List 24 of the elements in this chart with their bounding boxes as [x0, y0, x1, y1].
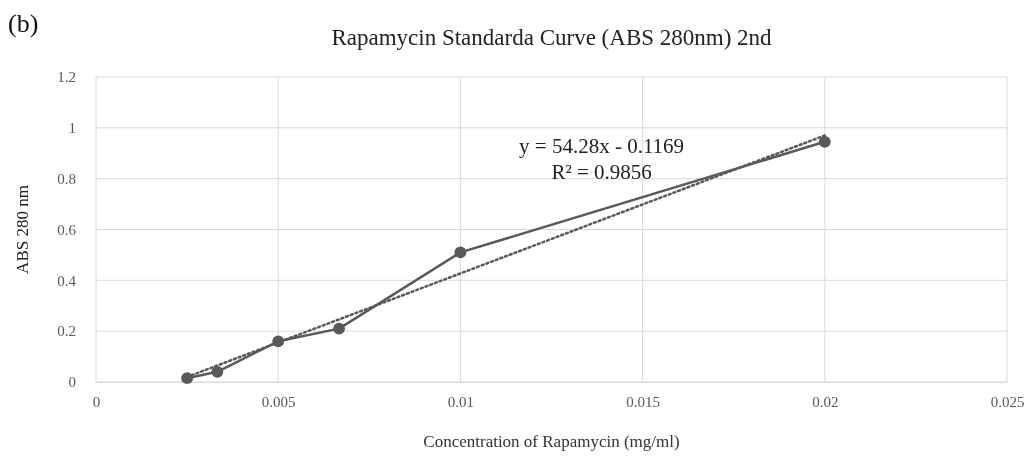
x-tick-label: 0.015 [626, 393, 660, 410]
text: (b) [8, 9, 39, 38]
x-tick-label: 0.005 [261, 393, 296, 410]
y-tick-label: 0.2 [57, 323, 76, 340]
x-tick-label: 0 [92, 393, 101, 410]
annotation: y = 54.28x - 0.1169 R² = 0.9856 [519, 134, 685, 184]
y-tick-label: 0.4 [57, 272, 77, 289]
y-tick-label: 1 [68, 120, 76, 137]
y-tick-label: 0.8 [57, 170, 76, 187]
point [272, 335, 285, 348]
y-axis-title: ABS 280 nm [13, 185, 32, 274]
x-tick-label: 0.01 [447, 393, 475, 410]
y-tick-label: 0.6 [57, 221, 77, 238]
y-tick-label: 1.2 [57, 69, 76, 86]
point [333, 322, 345, 335]
point [181, 372, 194, 385]
x-tick-label: 0.02 [812, 393, 839, 410]
point [211, 365, 224, 378]
point [454, 246, 467, 259]
x-axis-title: Concentration of Rapamycin (mg/ml) [423, 432, 680, 451]
y-tick-label: 0 [68, 374, 76, 391]
point [818, 135, 831, 148]
chart-title: Rapamycin Standarda Curve (ABS 280nm) 2nd [331, 25, 773, 50]
x-tick-label: 0.025 [990, 393, 1025, 410]
